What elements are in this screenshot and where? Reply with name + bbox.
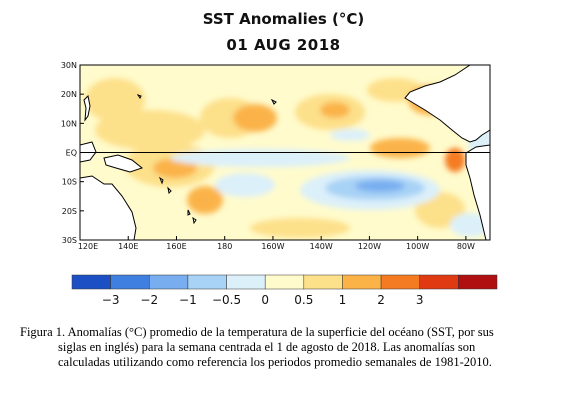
caption-line-2: siglas en inglés) para la semana centrad… bbox=[58, 340, 476, 354]
colorbar-swatch bbox=[110, 274, 150, 290]
colorbar-label: 2 bbox=[377, 293, 385, 307]
philippines-landmass bbox=[83, 94, 91, 122]
colorbar-label: −0.5 bbox=[212, 293, 241, 307]
land-areas bbox=[80, 65, 490, 240]
colorbar-swatch bbox=[342, 274, 382, 290]
y-tick-label: 20S bbox=[62, 207, 77, 216]
colorbar-swatch bbox=[71, 274, 111, 290]
colorbar-label: 1 bbox=[339, 293, 347, 307]
colorbar: −3 −2 −1 −0.5 0 0.5 1 2 3 bbox=[71, 274, 498, 307]
colorbar-label: −1 bbox=[179, 293, 197, 307]
colorbar-swatch bbox=[226, 274, 266, 290]
australia-landmass bbox=[80, 175, 137, 240]
colorbar-swatch bbox=[419, 274, 459, 290]
colorbar-label: −2 bbox=[140, 293, 158, 307]
x-tick-label: 120W bbox=[358, 242, 381, 251]
colorbar-label: −3 bbox=[102, 293, 120, 307]
colorbar-swatch bbox=[187, 274, 227, 290]
y-tick-label: 30N bbox=[61, 61, 77, 70]
caption-line-3: calculadas utilizando como referencia lo… bbox=[58, 355, 492, 369]
y-tick-label: 30S bbox=[62, 236, 77, 245]
colorbar-label: 0.5 bbox=[294, 293, 313, 307]
x-tick-label: 160W bbox=[261, 242, 284, 251]
caption-line-1: Figura 1. Anomalías (°C) promedio de la … bbox=[20, 325, 494, 339]
colorbar-label: 0 bbox=[261, 293, 269, 307]
south-america-landmass bbox=[465, 144, 490, 240]
chart-title: SST Anomalies (°C) bbox=[202, 10, 365, 28]
new-guinea-landmass bbox=[103, 154, 144, 173]
map-area bbox=[79, 64, 491, 241]
y-tick-label: EQ bbox=[66, 149, 77, 158]
y-tick-label: 10S bbox=[62, 178, 77, 187]
chart-subtitle: 01 AUG 2018 bbox=[226, 36, 341, 54]
figure-caption: Figura 1. Anomalías (°C) promedio de la … bbox=[20, 325, 550, 370]
colorbar-swatch bbox=[149, 274, 189, 290]
x-tick-label: 140E bbox=[118, 242, 138, 251]
x-tick-label: 80W bbox=[457, 242, 475, 251]
x-tick-label: 140W bbox=[310, 242, 333, 251]
x-tick-label: 100W bbox=[406, 242, 429, 251]
colorbar-swatch bbox=[264, 274, 305, 290]
x-tick-label: 120E bbox=[78, 242, 98, 251]
y-tick-label: 20N bbox=[61, 90, 77, 99]
pacific-islands bbox=[136, 94, 277, 225]
x-tick-label: 160E bbox=[166, 242, 186, 251]
x-tick-label: 180 bbox=[217, 242, 232, 251]
y-tick-label: 10N bbox=[61, 119, 77, 128]
colorbar-label: 3 bbox=[416, 293, 424, 307]
colorbar-swatch bbox=[380, 274, 420, 290]
central-america-landmass bbox=[404, 65, 490, 143]
colorbar-swatch bbox=[458, 274, 498, 290]
colorbar-swatch bbox=[303, 274, 343, 290]
